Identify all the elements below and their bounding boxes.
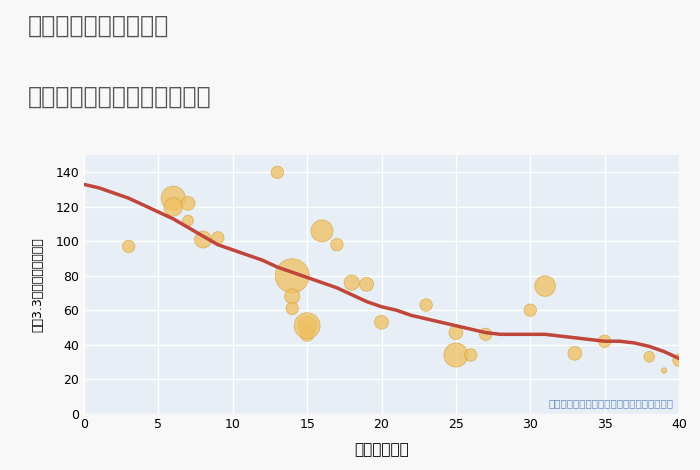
Point [465,351,476,359]
Point [659,367,670,374]
Point [168,203,179,211]
Point [673,356,685,364]
Point [644,353,655,360]
Point [287,272,298,280]
Point [272,169,283,176]
Text: 築年数別中古マンション価格: 築年数別中古マンション価格 [28,85,211,109]
Point [376,319,387,326]
Point [197,236,209,243]
Point [525,306,536,314]
Point [450,329,461,337]
Point [540,282,551,290]
Text: 奈良県奈良市大渕町の: 奈良県奈良市大渕町の [28,14,169,38]
Y-axis label: 坪（3.3㎡）単価（万円）: 坪（3.3㎡）単価（万円） [32,237,44,332]
Point [421,301,432,309]
Point [183,200,194,207]
Point [183,217,194,224]
Point [302,322,313,329]
Point [287,305,298,312]
Point [346,279,357,286]
Point [168,195,179,202]
Text: 円の大きさは、取引のあった物件面積を示す: 円の大きさは、取引のあった物件面積を示す [548,398,673,408]
Point [123,243,134,250]
X-axis label: 築年数（年）: 築年数（年） [354,443,409,458]
Point [599,337,610,345]
Point [480,330,491,338]
Point [302,330,313,338]
Point [302,322,313,329]
Point [361,281,372,288]
Point [212,234,223,242]
Point [331,241,342,249]
Point [450,351,461,359]
Point [287,293,298,300]
Point [569,350,580,357]
Point [316,227,328,235]
